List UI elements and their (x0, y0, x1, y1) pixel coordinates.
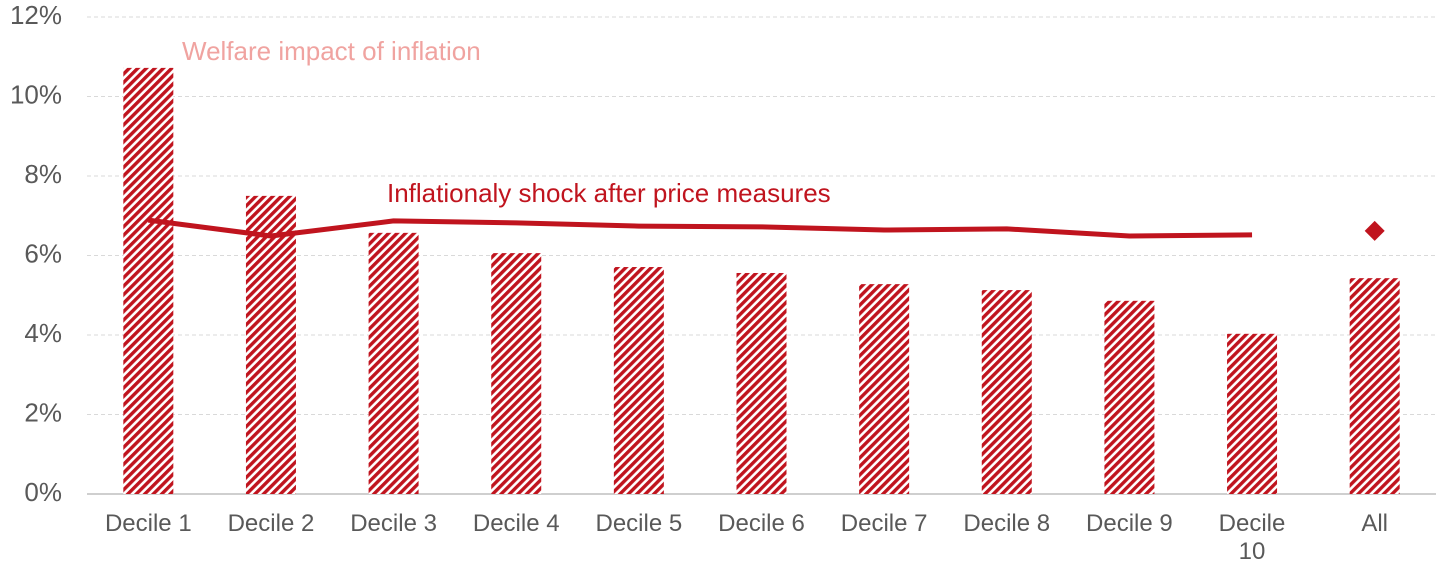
bar (1104, 300, 1155, 494)
x-tick-label: Decile 5 (595, 510, 683, 537)
y-tick-label: 2% (24, 397, 62, 427)
x-tick-label: Decile 10 (1218, 510, 1286, 565)
marker (1364, 220, 1385, 241)
bar (123, 67, 174, 494)
y-tick-label: 8% (24, 159, 62, 189)
y-tick-label: 6% (24, 238, 62, 268)
x-tick-label: Decile 9 (1086, 510, 1173, 537)
y-tick-label: 4% (24, 318, 62, 348)
bar (613, 267, 664, 494)
x-tick-label: Decile 8 (963, 510, 1051, 537)
bar (1349, 278, 1400, 494)
x-tick-label: Decile 6 (718, 510, 805, 537)
bar (736, 272, 787, 494)
x-tick-label: Decile 2 (227, 510, 315, 537)
x-tick-label: All (1361, 510, 1388, 537)
bar (245, 195, 296, 494)
annotation: Inflationaly shock after price measures (387, 178, 831, 208)
bar (859, 284, 910, 494)
x-tick-label: Decile 1 (104, 510, 192, 537)
x-tick-label: Decile 7 (840, 510, 928, 537)
line (147, 217, 1253, 239)
bar (491, 253, 542, 494)
bar (1227, 333, 1278, 494)
bar (981, 290, 1032, 494)
y-tick-label: 10% (10, 79, 62, 109)
y-tick-label: 0% (24, 477, 62, 507)
y-tick-label: 12% (10, 0, 62, 30)
x-tick-label: Decile 4 (472, 510, 560, 537)
x-tick-label: Decile 3 (350, 510, 437, 537)
bar (368, 232, 419, 494)
annotation: Welfare impact of inflation (182, 36, 481, 66)
